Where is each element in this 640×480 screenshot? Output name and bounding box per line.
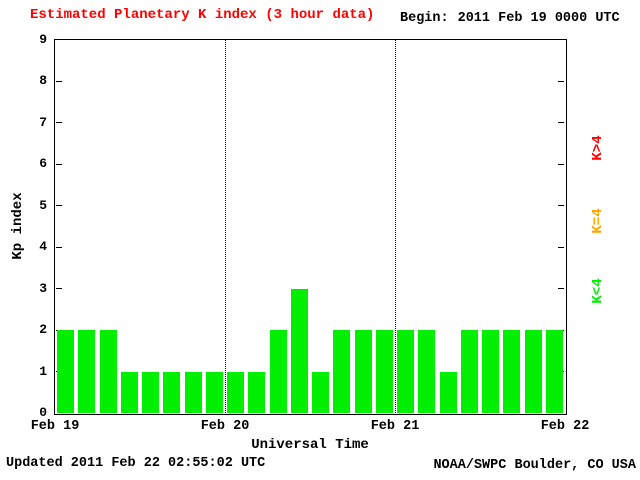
- kp-bar: [78, 330, 96, 413]
- kp-bar: [205, 371, 223, 413]
- kp-bar: [397, 330, 415, 413]
- x-day-label: Feb 22: [540, 419, 590, 434]
- y-tick-mark: [56, 122, 62, 124]
- kp-bar: [227, 371, 245, 413]
- kp-bar: [375, 330, 393, 413]
- legend-item-k-eq-4: K=4: [590, 208, 606, 234]
- y-tick-label: 8: [39, 73, 47, 89]
- plot-area: [54, 39, 567, 415]
- y-tick-mark: [56, 246, 62, 248]
- begin-value: 2011 Feb 19 0000 UTC: [457, 11, 620, 26]
- x-day-label: Feb 21: [370, 419, 420, 434]
- kp-bar: [290, 288, 308, 413]
- kp-bar: [163, 371, 181, 413]
- x-day-label: Feb 19: [30, 419, 80, 434]
- y-tick-mark: [56, 163, 62, 165]
- day-boundary-gridline: [395, 40, 396, 413]
- kp-bar: [248, 371, 266, 413]
- y-tick-mark: [56, 288, 62, 290]
- y-tick-mark: [558, 80, 564, 82]
- y-tick-label: 1: [39, 363, 47, 379]
- y-tick-label: 5: [39, 197, 47, 213]
- y-tick-label: 2: [39, 322, 47, 338]
- kp-bar: [503, 330, 521, 413]
- y-tick-mark: [558, 246, 564, 248]
- kp-bar: [142, 371, 160, 413]
- y-tick-mark: [56, 80, 62, 82]
- kp-bar: [312, 371, 330, 413]
- y-axis-label: Kp index: [10, 192, 26, 260]
- kp-bar: [524, 330, 542, 413]
- kp-bar: [184, 371, 202, 413]
- kp-bar: [439, 371, 457, 413]
- updated-timestamp: Updated 2011 Feb 22 02:55:02 UTC: [6, 456, 266, 471]
- begin-timestamp: Begin: 2011 Feb 19 0000 UTC: [400, 11, 620, 26]
- y-tick-label: 7: [39, 114, 47, 130]
- y-tick-label: 3: [39, 280, 47, 296]
- x-day-label: Feb 20: [200, 419, 250, 434]
- x-axis-label: Universal Time: [251, 437, 369, 453]
- y-tick-label: 0: [39, 405, 47, 420]
- y-tick-mark: [558, 122, 564, 124]
- kp-bar: [120, 371, 138, 413]
- begin-label: Begin:: [400, 11, 449, 26]
- kp-bar: [99, 330, 117, 413]
- y-tick-label: 9: [39, 32, 47, 47]
- kp-bar: [460, 330, 478, 413]
- kp-bar: [333, 330, 351, 413]
- y-tick-mark: [558, 205, 564, 207]
- legend-item-k-gt-4: K>4: [590, 135, 606, 161]
- kp-bar: [418, 330, 436, 413]
- y-tick-label: 6: [39, 156, 47, 172]
- y-tick-mark: [558, 163, 564, 165]
- y-tick-mark: [56, 205, 62, 207]
- kp-bar: [482, 330, 500, 413]
- chart-title: Estimated Planetary K index (3 hour data…: [30, 7, 375, 23]
- kp-bar: [354, 330, 372, 413]
- day-boundary-gridline: [225, 40, 226, 413]
- legend-item-k-lt-4: K<4: [590, 278, 606, 304]
- credit-text: NOAA/SWPC Boulder, CO USA: [433, 458, 636, 473]
- y-tick-label: 4: [39, 239, 47, 255]
- kp-bar: [269, 330, 287, 413]
- kp-bar: [57, 330, 75, 413]
- y-tick-mark: [558, 288, 564, 290]
- kp-bar: [545, 330, 563, 413]
